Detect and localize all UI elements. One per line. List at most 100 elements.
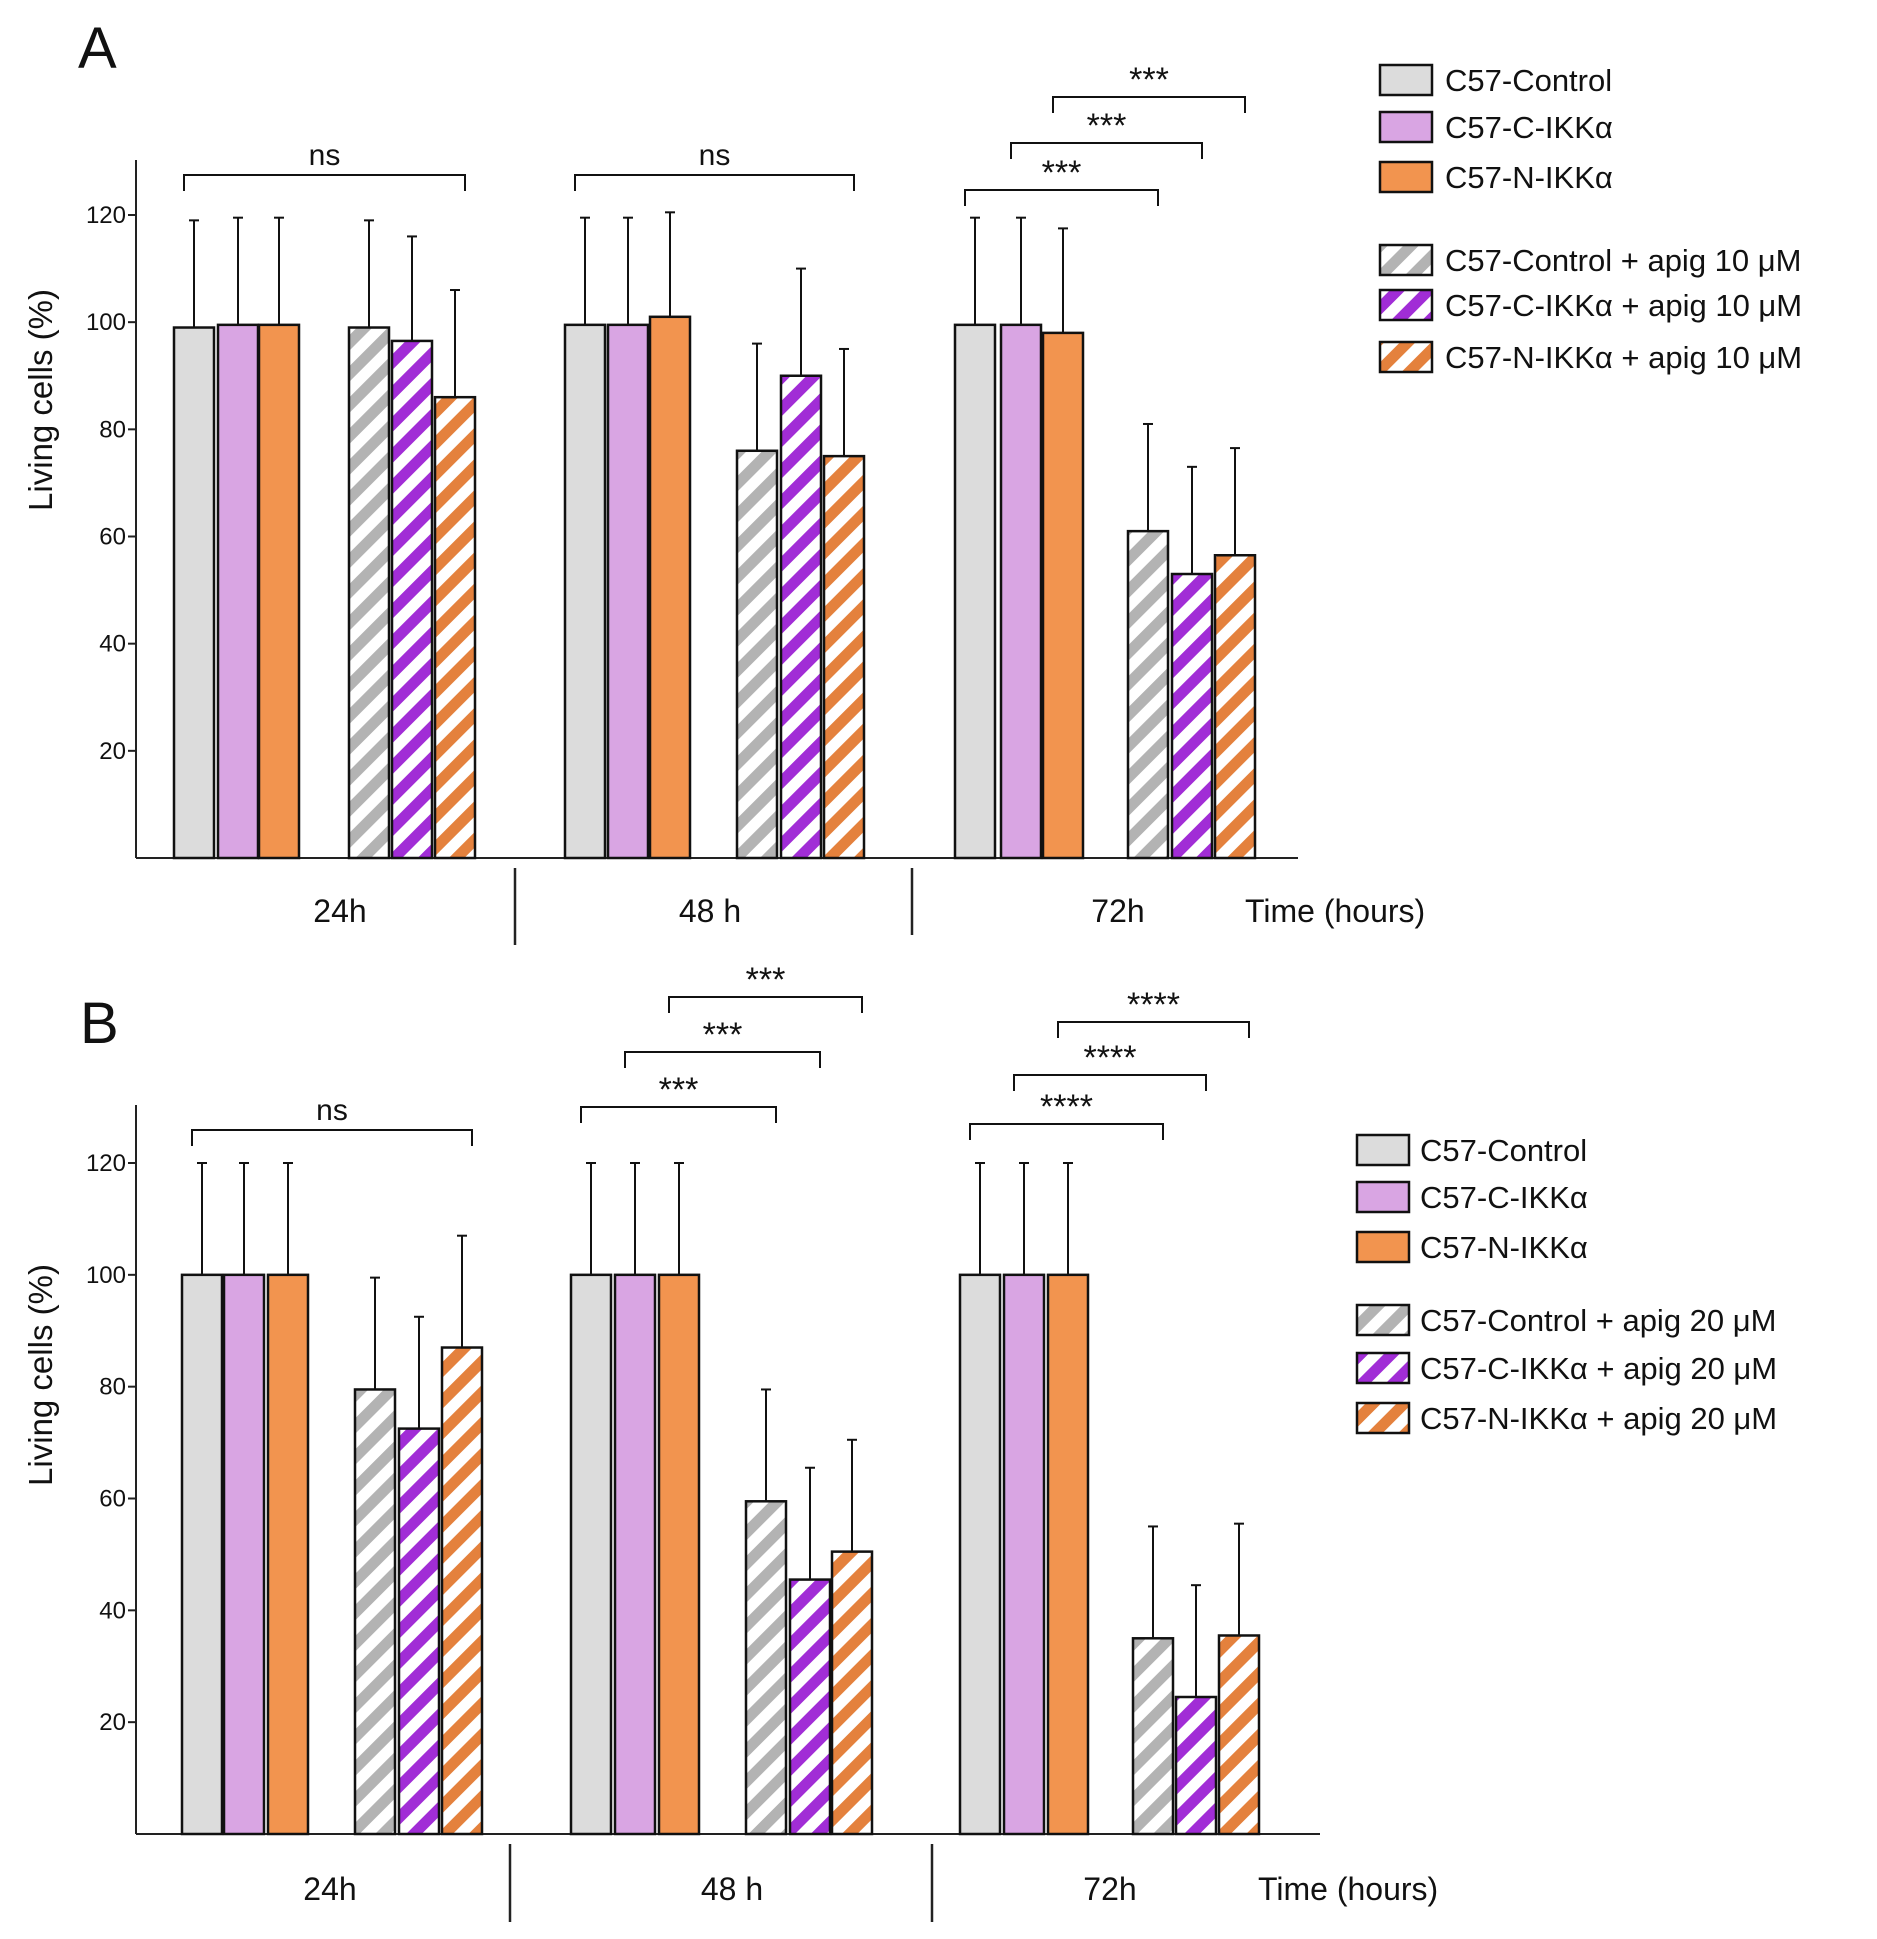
- significance-label: ns: [316, 1094, 348, 1127]
- y-tick-label: 60: [99, 524, 126, 551]
- significance-bracket: [1013, 1074, 1207, 1091]
- legend-swatch: [1378, 243, 1434, 277]
- y-tick-label: 80: [99, 1374, 126, 1401]
- significance-bracket: [969, 1123, 1164, 1140]
- y-tick-label: 120: [86, 202, 126, 229]
- bar: [958, 1273, 1002, 1836]
- legend-label: C57-Control: [1445, 63, 1612, 98]
- legend-swatch: [1378, 160, 1434, 194]
- y-tick-label: 100: [86, 1262, 126, 1289]
- bar: [788, 1578, 832, 1836]
- bar: [999, 323, 1043, 860]
- significance-bracket: [668, 996, 863, 1013]
- legend-swatch: [1355, 1133, 1411, 1167]
- bar: [1170, 572, 1214, 860]
- x-category-label: 24h: [303, 1871, 356, 1907]
- bar: [172, 326, 216, 860]
- significance-bracket: [183, 174, 466, 191]
- legend-label: C57-N-IKKα + apig 20 μM: [1420, 1401, 1777, 1436]
- bar: [1041, 331, 1085, 860]
- panel-label: B: [80, 991, 119, 1056]
- bar: [822, 454, 866, 860]
- significance-label: ***: [703, 1016, 743, 1054]
- significance-bracket: [191, 1129, 473, 1146]
- significance-label: ****: [1040, 1088, 1093, 1126]
- bar: [569, 1273, 613, 1836]
- x-category-label: 48 h: [701, 1871, 763, 1907]
- significance-bracket: [1010, 142, 1203, 159]
- significance-label: ns: [309, 139, 341, 172]
- legend-label: C57-N-IKKα + apig 10 μM: [1445, 340, 1802, 375]
- x-category-label: 48 h: [679, 893, 741, 929]
- legend-label: C57-C-IKKα + apig 20 μM: [1420, 1351, 1777, 1386]
- bar: [1217, 1634, 1261, 1836]
- bar: [657, 1273, 701, 1836]
- significance-label: ***: [746, 961, 786, 999]
- panel-label: A: [78, 16, 117, 81]
- legend-swatch: [1378, 340, 1434, 374]
- significance-label: ns: [699, 139, 731, 172]
- significance-bracket: [624, 1051, 821, 1068]
- bar: [347, 326, 391, 860]
- legend: C57-Control C57-C-IKKα C57-N-IKKα C57-Contr…: [1378, 63, 1802, 375]
- bar: [397, 1427, 441, 1836]
- bar: [606, 323, 650, 860]
- y-tick-label: 40: [99, 1597, 126, 1624]
- y-tick-label: 20: [99, 738, 126, 765]
- legend-label: C57-N-IKKα: [1420, 1230, 1588, 1265]
- legend-swatch: [1355, 1303, 1411, 1337]
- y-tick-label: 100: [86, 309, 126, 336]
- bar: [953, 323, 997, 860]
- bar: [180, 1273, 224, 1836]
- bar: [563, 323, 607, 860]
- x-axis-label: Time (hours): [1245, 893, 1425, 929]
- legend-label: C57-Control: [1420, 1133, 1587, 1168]
- legend-swatch: [1355, 1180, 1411, 1214]
- chart-panel-b: B 20 40 60 80 100 120 Living cells (%) 24h 48 h 72…: [22, 961, 1777, 1922]
- bar: [440, 1346, 484, 1836]
- significance-bracket: [1052, 96, 1246, 113]
- legend-label: C57-Control + apig 10 μM: [1445, 243, 1801, 278]
- y-tick-label: 80: [99, 416, 126, 443]
- significance-label: ***: [1129, 61, 1169, 99]
- significance-bracket: [1057, 1021, 1250, 1038]
- x-axis-label: Time (hours): [1258, 1871, 1438, 1907]
- legend-label: C57-C-IKKα: [1420, 1180, 1588, 1215]
- bar: [613, 1273, 657, 1836]
- bar: [744, 1500, 788, 1836]
- significance-label: ***: [1042, 154, 1082, 192]
- legend-label: C57-Control + apig 20 μM: [1420, 1303, 1776, 1338]
- bar: [390, 339, 434, 860]
- bar: [830, 1550, 874, 1836]
- bar: [1174, 1695, 1218, 1836]
- significance-bracket: [580, 1106, 777, 1123]
- legend-swatch: [1355, 1230, 1411, 1264]
- bar: [1126, 529, 1170, 860]
- bar: [1213, 554, 1257, 860]
- legend: C57-Control C57-C-IKKα C57-N-IKKα C57-Contr…: [1355, 1133, 1777, 1436]
- bar: [779, 374, 823, 860]
- significance-label: ***: [659, 1071, 699, 1109]
- bar: [433, 395, 477, 860]
- significance-label: ****: [1084, 1039, 1137, 1077]
- bar: [222, 1273, 266, 1836]
- bar: [735, 449, 779, 860]
- legend-label: C57-C-IKKα + apig 10 μM: [1445, 288, 1802, 323]
- bar: [353, 1388, 397, 1836]
- x-category-label: 72h: [1083, 1871, 1136, 1907]
- y-tick-label: 20: [99, 1709, 126, 1736]
- bar: [216, 323, 260, 860]
- significance-bracket: [574, 174, 855, 191]
- bar: [1002, 1273, 1046, 1836]
- legend-swatch: [1355, 1351, 1411, 1385]
- x-category-label: 72h: [1091, 893, 1144, 929]
- bar: [1046, 1273, 1090, 1836]
- x-category-label: 24h: [313, 893, 366, 929]
- chart-panel-a: A 20 40 60 80 100 120 Living cells (%) 24h 48 h 72…: [22, 16, 1802, 945]
- y-tick-label: 60: [99, 1486, 126, 1513]
- bar: [648, 315, 692, 860]
- legend-swatch: [1378, 288, 1434, 322]
- bar: [257, 323, 301, 860]
- y-axis-label: Living cells (%): [22, 289, 59, 511]
